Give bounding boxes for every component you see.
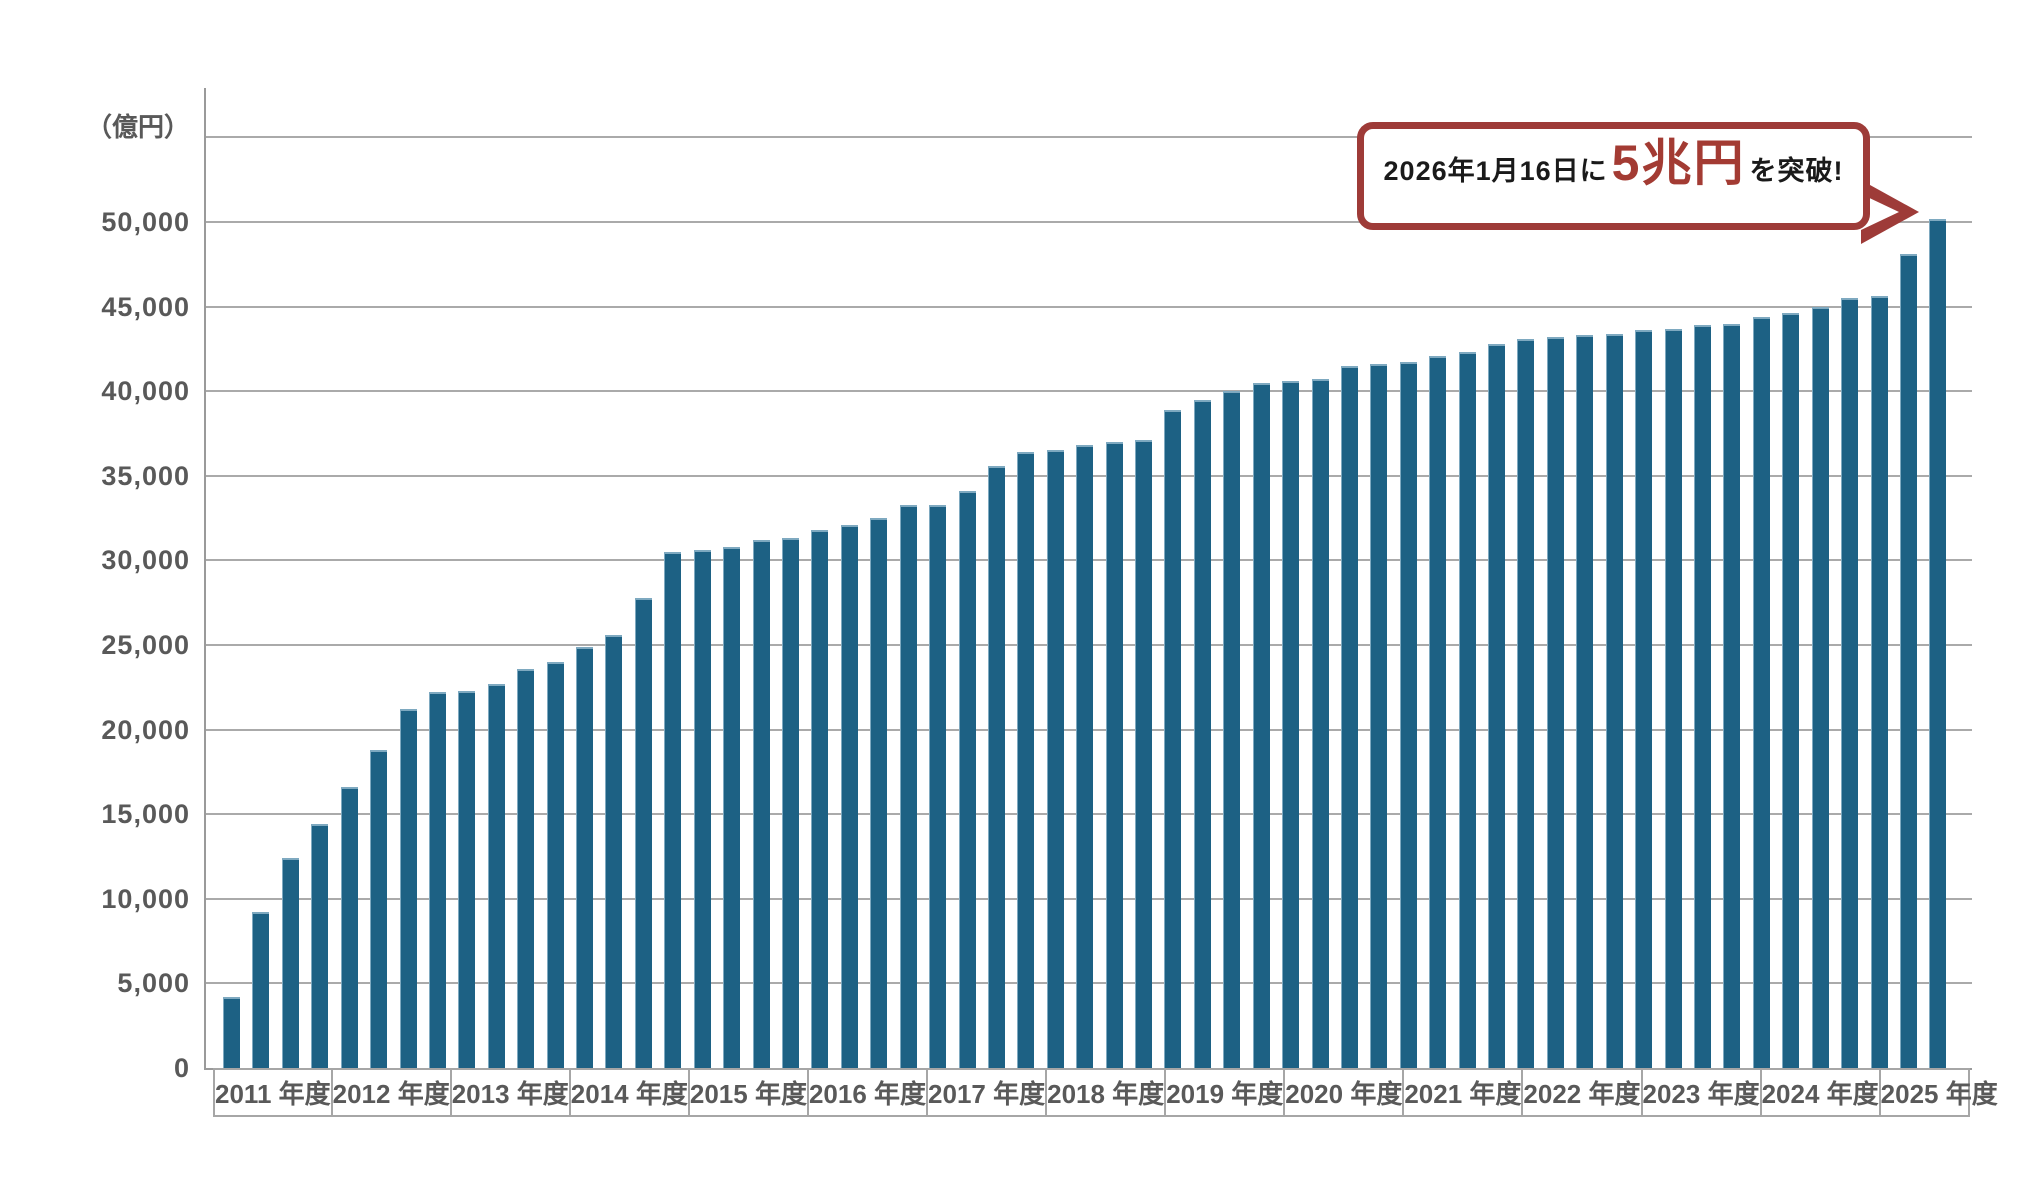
bar [1576, 335, 1594, 1068]
year-label-cell: 2015 年度 [690, 1070, 809, 1115]
bar [1929, 218, 1947, 1068]
bar [1282, 381, 1300, 1068]
bar [1517, 338, 1535, 1068]
bar [370, 749, 388, 1068]
bar [1193, 399, 1211, 1068]
year-label-cell: 2016 年度 [809, 1070, 929, 1115]
year-label-cell: 2023 年度 [1643, 1070, 1762, 1115]
year-label-cell: 2024 年度 [1762, 1070, 1881, 1115]
y-axis-tick-label: 0 [173, 1053, 190, 1083]
bar [1458, 352, 1476, 1068]
y-axis-unit-label: （億円） [85, 112, 190, 142]
bar [752, 540, 770, 1068]
plot-area [204, 88, 1972, 1070]
bar [723, 546, 741, 1068]
year-label-cell: 2019 年度 [1166, 1070, 1286, 1115]
bar [1635, 330, 1653, 1068]
year-label-cell: 2020 年度 [1285, 1070, 1405, 1115]
bar [1694, 325, 1711, 1068]
bar [693, 550, 711, 1068]
y-axis-tick-label: 40,000 [101, 376, 190, 407]
bar [1223, 391, 1241, 1068]
bar [811, 529, 829, 1068]
y-axis-tick-label: 30,000 [101, 545, 190, 576]
bar [1370, 364, 1388, 1068]
bar [311, 824, 329, 1068]
bar [899, 504, 917, 1068]
bar [605, 634, 623, 1068]
y-axis-tick-label: 35,000 [101, 460, 190, 491]
gridline [206, 305, 1972, 308]
bar [664, 551, 682, 1068]
bar [1546, 337, 1564, 1068]
year-label-cell: 2017 年度 [928, 1070, 1048, 1115]
bar [1105, 441, 1123, 1068]
bar [576, 646, 594, 1068]
bar [781, 538, 799, 1068]
bar [1811, 306, 1829, 1068]
bar [1488, 343, 1506, 1068]
milestone-callout: 2026年1月16日に 5兆円 を突破! [1357, 122, 1870, 230]
bar [634, 597, 652, 1068]
bar [987, 465, 1005, 1068]
y-axis-tick-label: 15,000 [101, 799, 190, 830]
bar [1399, 362, 1417, 1068]
y-axis-tick-label: 25,000 [101, 630, 190, 660]
bar [1340, 365, 1358, 1068]
callout-amount-highlight: 5兆円 [1611, 135, 1746, 191]
year-label-cell: 2018 年度 [1047, 1070, 1167, 1115]
gridline [206, 221, 1972, 223]
bar [1752, 316, 1770, 1068]
bar [958, 491, 976, 1068]
year-label-cell: 2022 年度 [1523, 1070, 1643, 1115]
gridline [206, 136, 1972, 139]
bar [252, 912, 270, 1068]
bar [1252, 382, 1270, 1068]
bar [1429, 355, 1447, 1068]
year-label-cell: 2014 年度 [571, 1070, 690, 1115]
year-label-cell: 2011 年度 [215, 1070, 333, 1115]
callout-date-text: 2026年1月16日に [1383, 156, 1608, 186]
year-label-cell: 2021 年度 [1404, 1070, 1524, 1115]
bar [1311, 379, 1329, 1068]
bar [399, 709, 417, 1068]
bar [458, 690, 476, 1068]
bar [1870, 296, 1888, 1068]
bar [223, 996, 240, 1068]
y-axis-tick-label: 5,000 [117, 968, 190, 999]
bar [1899, 254, 1917, 1068]
gridline [206, 390, 1972, 393]
bar [546, 661, 564, 1068]
year-label-cell: 2012 年度 [333, 1070, 452, 1115]
y-axis-tick-label: 20,000 [101, 714, 190, 745]
y-axis-tick-label: 10,000 [101, 883, 190, 914]
bar [487, 683, 505, 1068]
y-axis-tick-label: 50,000 [101, 207, 190, 237]
bar [1046, 450, 1064, 1068]
callout-suffix-text: を突破! [1749, 156, 1844, 186]
bar [1017, 452, 1035, 1068]
bar [428, 692, 446, 1068]
bar [929, 504, 947, 1068]
callout-tail-pointer [1861, 180, 1919, 244]
year-label-cell: 2025 年度 [1880, 1079, 1998, 1109]
bar [870, 518, 888, 1068]
bar [340, 787, 358, 1068]
bar [517, 668, 535, 1068]
bar [1841, 298, 1859, 1068]
bar [1723, 323, 1741, 1068]
bar [1664, 328, 1682, 1068]
bar [840, 524, 858, 1068]
bar [1605, 333, 1623, 1068]
bar [1782, 313, 1800, 1068]
bar [1076, 445, 1094, 1068]
bar [281, 858, 299, 1068]
bar [1135, 440, 1153, 1068]
year-label-cell: 2013 年度 [452, 1070, 571, 1115]
y-axis-tick-label: 45,000 [101, 291, 190, 322]
x-axis-year-band: 2011 年度 2012 年度 2013 年度 2014 年度 2015 年度 2016 … [213, 1068, 1998, 1117]
bar [1164, 409, 1182, 1068]
